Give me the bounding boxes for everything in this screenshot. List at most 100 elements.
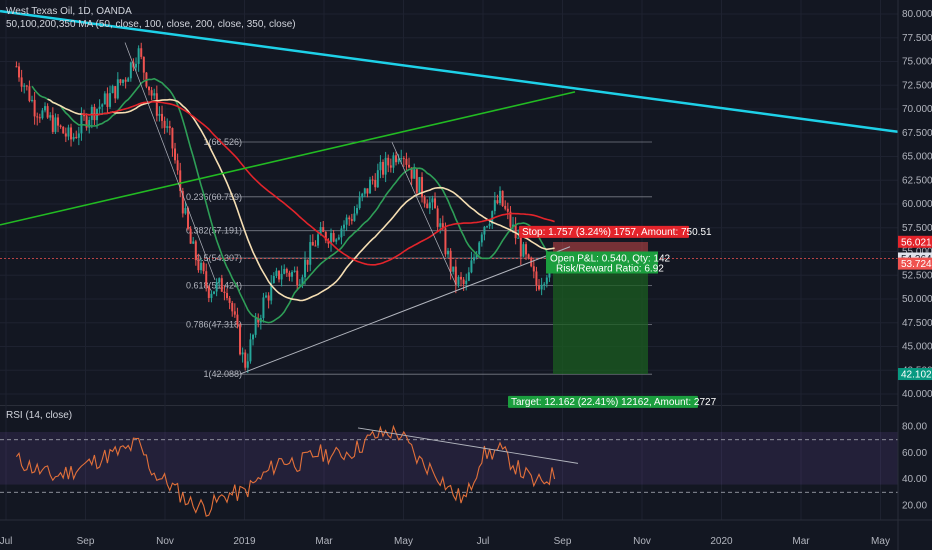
candle-body (522, 244, 525, 257)
candle-body (233, 311, 236, 315)
time-tick-label: May (394, 536, 413, 547)
price-tick-label: 70.000 (902, 104, 932, 115)
candle-body (374, 179, 377, 188)
candle-body (514, 224, 517, 239)
target-zone (553, 258, 648, 375)
price-tick-label: 40.000 (902, 389, 932, 400)
candle-body (488, 223, 491, 227)
moving-averages (31, 77, 556, 324)
stop-label: Stop: 1.757 (3.24%) 1757, Amount: 750.51 (519, 225, 712, 238)
candle-body (496, 200, 499, 204)
candle-body (509, 211, 512, 227)
candle-body (161, 113, 164, 121)
candle-body (345, 217, 348, 225)
candle-body (189, 228, 192, 244)
candle-body (298, 284, 301, 286)
candle-body (215, 282, 218, 292)
candle-body (452, 266, 455, 272)
price-tick-label: 50.000 (902, 294, 932, 305)
candle-body (83, 115, 86, 117)
candle-body (389, 165, 392, 168)
candle-body (57, 117, 60, 126)
candle-body (166, 126, 169, 128)
candle-body (304, 259, 307, 278)
price-flag-label: 42.102 (901, 370, 932, 381)
candle-body (327, 240, 330, 244)
candle-body (184, 208, 187, 214)
pnl-bg (546, 251, 658, 274)
fib-level-label: 1(66.526) (203, 137, 242, 147)
candle-body (348, 217, 351, 220)
rsi-title: RSI (14, close) (6, 410, 72, 421)
candle-body (129, 62, 132, 79)
candle-body (387, 157, 390, 166)
candle-body (423, 197, 426, 204)
candle-body (137, 48, 140, 64)
candle-body (158, 113, 161, 116)
candle-body (428, 202, 431, 209)
candle-body (361, 193, 364, 198)
candle-body (441, 223, 444, 229)
candle-body (101, 104, 104, 107)
candle-body (51, 115, 54, 132)
candle-body (111, 86, 114, 94)
ratio-text: Risk/Reward Ratio: 6.92 (556, 264, 664, 275)
candle-body (517, 237, 520, 239)
candle-body (384, 157, 387, 175)
candle-body (163, 120, 166, 128)
fib-level-label: 0.236(60.759) (186, 192, 242, 202)
ma-100-line (47, 98, 555, 302)
candle-body (20, 77, 23, 87)
rsi-pane (0, 424, 898, 517)
target-label-text: Target: 12.162 (22.41%) 12162, Amount: 2… (511, 397, 717, 408)
candle-body (135, 63, 138, 68)
candle-body (257, 318, 260, 323)
candle-body (415, 169, 418, 193)
stop-label-text: Stop: 1.757 (3.24%) 1757, Amount: 750.51 (522, 227, 712, 238)
candle-body (236, 314, 239, 325)
price-tick-label: 52.500 (902, 270, 932, 281)
candle-body (483, 226, 486, 235)
candle-body (431, 198, 434, 203)
candle-body (527, 254, 530, 258)
pitch-line (391, 142, 457, 285)
candle-body (480, 234, 483, 243)
candle-body (127, 78, 130, 82)
chart-subtitle: 50,100,200,350 MA (50, close, 100, close… (6, 19, 296, 30)
candle-body (413, 169, 416, 179)
candle-body (67, 127, 70, 137)
candle-body (478, 242, 481, 255)
price-tick-label: 47.500 (902, 318, 932, 329)
rsi-line (15, 424, 556, 517)
price-tick-label: 72.500 (902, 80, 932, 91)
candle-body (15, 66, 18, 68)
candle-body (23, 85, 26, 87)
candle-body (311, 242, 314, 246)
candle-body (337, 237, 340, 240)
stop-label-bg (519, 225, 689, 238)
candle-body (376, 170, 379, 188)
candle-body (197, 260, 200, 271)
candle-body (543, 283, 546, 285)
target-label-bg (508, 395, 698, 408)
candle-body (444, 228, 447, 255)
candle-body (296, 270, 299, 286)
candle-body (241, 352, 244, 355)
price-tick-label: 75.000 (902, 57, 932, 68)
candle-body (400, 158, 403, 160)
candle-body (369, 179, 372, 194)
candles (15, 42, 556, 374)
candle-body (449, 250, 452, 272)
candle-body (470, 260, 473, 273)
rsi-band (0, 432, 898, 485)
candle-body (223, 291, 226, 294)
candle-body (525, 244, 528, 255)
candle-body (210, 293, 213, 298)
trade-position[interactable] (0, 242, 898, 375)
candle-body (501, 190, 504, 206)
trend-lines[interactable] (0, 9, 899, 375)
candle-body (421, 177, 424, 198)
candle-body (46, 106, 49, 118)
